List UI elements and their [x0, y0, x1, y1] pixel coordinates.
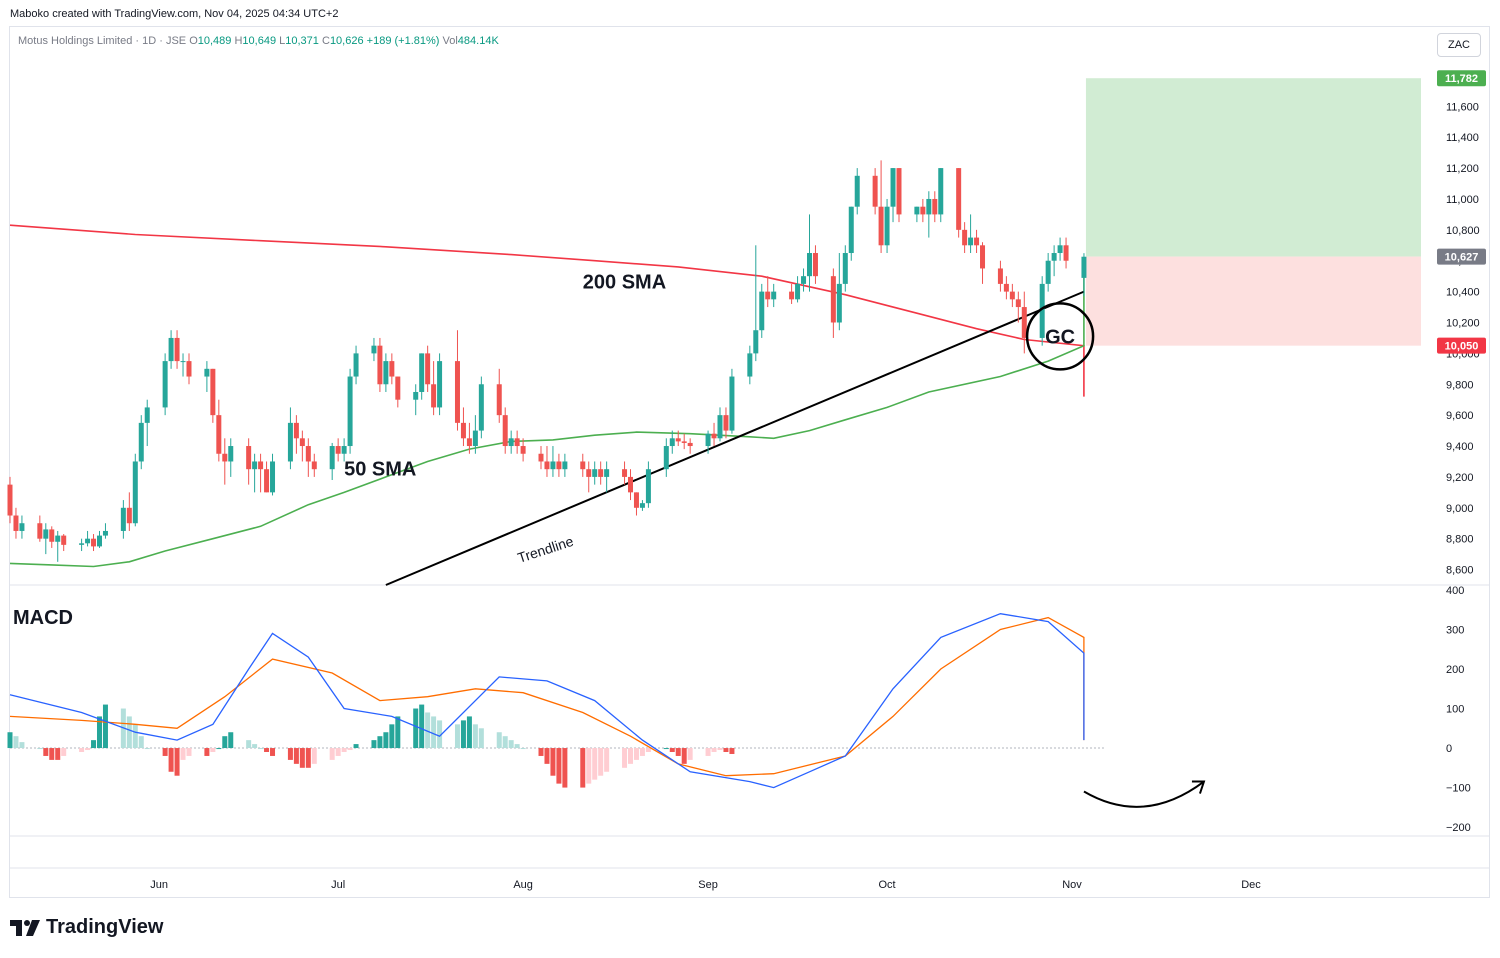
brand-name: TradingView [46, 916, 164, 938]
vol-label: Vol [442, 35, 458, 47]
close-label: C [321, 35, 330, 47]
open-value: 10,489 [197, 35, 232, 47]
high-label: H [234, 35, 243, 47]
open-label: O [189, 35, 198, 47]
currency-button[interactable]: ZAC [1437, 33, 1481, 57]
low-value: 10,371 [285, 35, 319, 47]
attribution: Maboko created with TradingView.com, Nov… [10, 8, 339, 20]
tradingview-logo-icon [10, 919, 40, 936]
symbol-legend: Motus Holdings Limited · 1D · JSE O10,48… [18, 35, 499, 47]
high-value: 10,649 [242, 35, 277, 47]
close-value: 10,626 [329, 35, 364, 47]
change-value: +189 (+1.81%) [366, 35, 440, 47]
low-label: L [279, 35, 286, 47]
chart-frame [9, 26, 1490, 898]
tradingview-brand[interactable]: TradingView [10, 916, 163, 939]
symbol-name[interactable]: Motus Holdings Limited · 1D · JSE [18, 35, 187, 47]
vol-value: 484.14K [457, 35, 499, 47]
